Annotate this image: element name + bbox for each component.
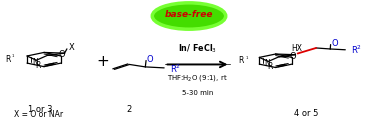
Text: +: +: [96, 55, 109, 69]
Text: R: R: [238, 56, 243, 65]
Text: THF:H$_2$O (9:1), rt: THF:H$_2$O (9:1), rt: [167, 73, 228, 83]
Text: R$^2$: R$^2$: [170, 62, 181, 75]
Text: $^1$: $^1$: [11, 54, 15, 59]
Text: R: R: [268, 62, 273, 71]
Text: N: N: [33, 58, 38, 67]
Text: 1 or 3: 1 or 3: [28, 105, 53, 114]
Text: O: O: [332, 39, 338, 48]
Text: 4 or 5: 4 or 5: [294, 109, 318, 118]
Text: 2: 2: [126, 105, 132, 114]
Text: O: O: [147, 55, 153, 64]
Text: R: R: [36, 62, 41, 70]
Text: R: R: [5, 55, 11, 64]
Text: base-free: base-free: [165, 10, 213, 19]
Ellipse shape: [152, 3, 226, 29]
Text: O: O: [290, 52, 296, 61]
Text: HX: HX: [291, 44, 302, 53]
Text: R$^2$: R$^2$: [350, 44, 362, 56]
Text: N: N: [265, 59, 270, 68]
Text: O: O: [59, 50, 66, 59]
Text: In/ FeCl$_3$: In/ FeCl$_3$: [178, 42, 217, 55]
Text: X = O or NAr: X = O or NAr: [14, 110, 63, 119]
Text: $^1$: $^1$: [245, 55, 249, 60]
Text: X: X: [68, 43, 74, 52]
Text: 5-30 min: 5-30 min: [181, 90, 213, 96]
